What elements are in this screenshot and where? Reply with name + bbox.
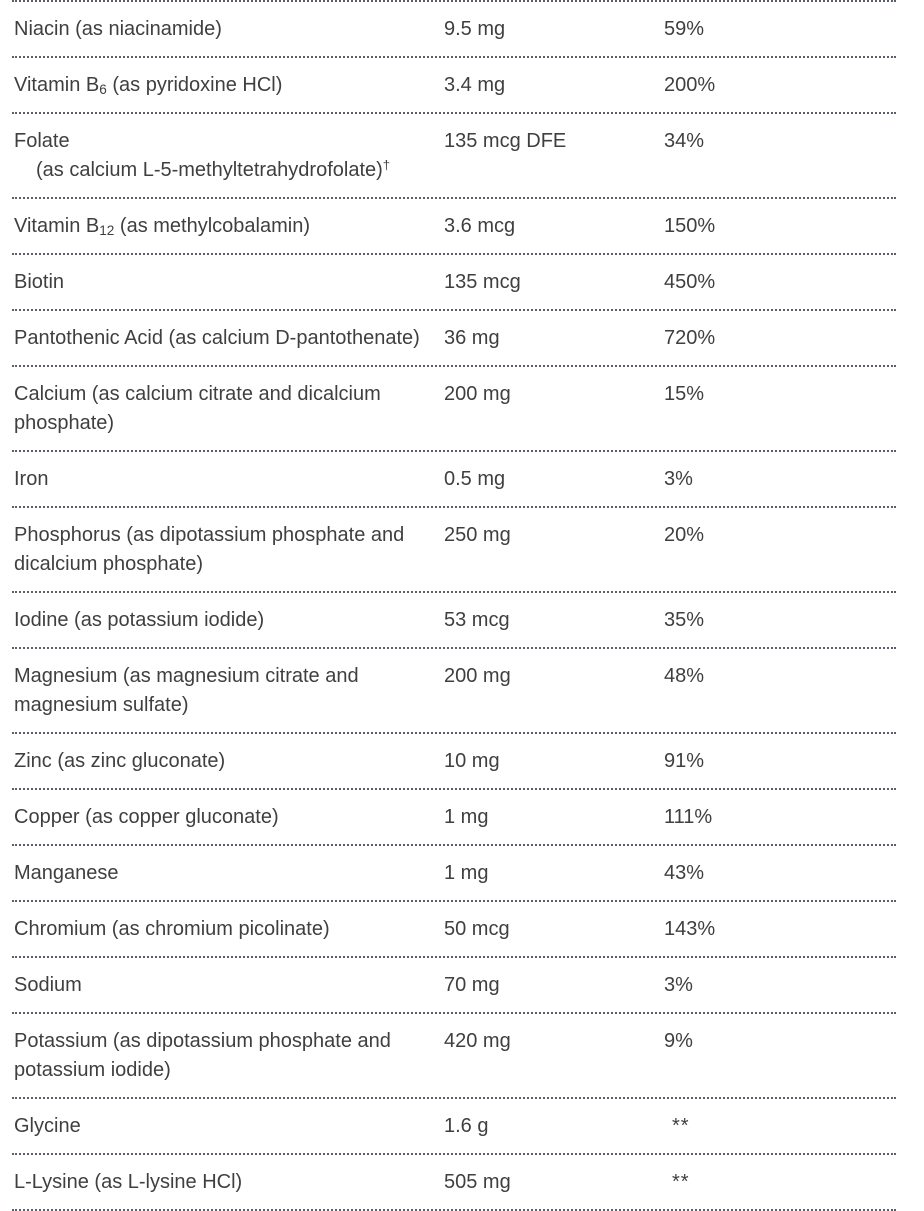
nutrient-name: Vitamin B6 (as pyridoxine HCl) bbox=[14, 74, 283, 97]
row-divider bbox=[12, 956, 896, 958]
nutrient-row: Magnesium (as magnesium citrate and magn… bbox=[0, 649, 924, 732]
nutrient-amount: 3.4 mg bbox=[444, 74, 506, 96]
row-divider bbox=[12, 56, 896, 58]
nutrient-row: Biotin 135 mcg 450% bbox=[0, 255, 924, 309]
nutrient-daily-value: 720% bbox=[664, 327, 716, 349]
nutrient-amount: 135 mcg DFE bbox=[444, 130, 567, 152]
nutrient-amount: 36 mg bbox=[444, 327, 500, 349]
row-divider bbox=[12, 1012, 896, 1014]
nutrient-row: Phosphorus (as dipotassium phosphate and… bbox=[0, 508, 924, 591]
nutrient-row: Calcium (as calcium citrate and dicalciu… bbox=[0, 367, 924, 450]
nutrient-name: Biotin bbox=[14, 271, 65, 293]
row-divider bbox=[12, 788, 896, 790]
nutrient-daily-value: 150% bbox=[664, 215, 716, 237]
nutrient-amount: 1.6 g bbox=[444, 1115, 489, 1137]
row-divider bbox=[12, 844, 896, 846]
nutrient-amount: 1 mg bbox=[444, 862, 489, 884]
row-divider bbox=[12, 309, 896, 311]
nutrient-name: Sodium bbox=[14, 974, 82, 996]
nutrient-name: Iron bbox=[14, 468, 49, 490]
nutrient-daily-value: 35% bbox=[664, 609, 705, 631]
nutrient-row: Niacin (as niacinamide) 9.5 mg 59% bbox=[0, 2, 924, 56]
nutrient-row: Manganese 1 mg 43% bbox=[0, 846, 924, 900]
nutrient-amount: 420 mg bbox=[444, 1030, 511, 1052]
nutrient-daily-value: 59% bbox=[664, 18, 705, 40]
nutrient-amount: 200 mg bbox=[444, 665, 511, 687]
nutrient-daily-value: 34% bbox=[664, 130, 705, 152]
nutrient-name: Potassium (as dipotassium phosphate and … bbox=[14, 1030, 391, 1081]
nutrient-daily-value: 43% bbox=[664, 862, 705, 884]
nutrient-amount: 250 mg bbox=[444, 524, 511, 546]
nutrient-name: Phosphorus (as dipotassium phosphate and… bbox=[14, 524, 405, 575]
nutrient-amount: 9.5 mg bbox=[444, 18, 506, 40]
nutrient-row: Potassium (as dipotassium phosphate and … bbox=[0, 1014, 924, 1097]
nutrient-dv-symbol: ** bbox=[672, 1115, 690, 1137]
nutrient-amount: 200 mg bbox=[444, 383, 511, 405]
nutrient-row: Chromium (as chromium picolinate) 50 mcg 1… bbox=[0, 902, 924, 956]
nutrient-daily-value: 111% bbox=[664, 806, 713, 828]
nutrient-name: Calcium (as calcium citrate and dicalciu… bbox=[14, 383, 381, 434]
nutrient-daily-value: 450% bbox=[664, 271, 716, 293]
nutrient-row: Sodium 70 mg 3% bbox=[0, 958, 924, 1012]
nutrient-daily-value: 3% bbox=[664, 974, 693, 996]
nutrient-row: Iodine (as potassium iodide) 53 mcg 35% bbox=[0, 593, 924, 647]
nutrient-row: L-Lysine (as L-lysine HCl) 505 mg ** bbox=[0, 1155, 924, 1209]
nutrient-daily-value: 3% bbox=[664, 468, 693, 490]
nutrient-amount: 70 mg bbox=[444, 974, 500, 996]
nutrient-daily-value: 200% bbox=[664, 74, 716, 96]
nutrient-amount: 10 mg bbox=[444, 750, 500, 772]
nutrient-row: Zinc (as zinc gluconate) 10 mg 91% bbox=[0, 734, 924, 788]
nutrient-daily-value: 91% bbox=[664, 750, 705, 772]
nutrient-name: L-Lysine (as L-lysine HCl) bbox=[14, 1171, 243, 1193]
row-divider bbox=[12, 197, 896, 199]
nutrient-amount: 135 mcg bbox=[444, 271, 521, 293]
row-divider bbox=[12, 591, 896, 593]
row-divider bbox=[12, 365, 896, 367]
nutrient-row: Vitamin B12 (as methylcobalamin) 3.6 mcg 1… bbox=[0, 199, 924, 253]
nutrient-row: Folate (as calcium L-5-methyltetrahydrofo… bbox=[0, 114, 924, 197]
supplement-facts-table: g Niacin (as niacinamide)9.5 mg59%Vitami… bbox=[12, 0, 896, 1211]
nutrient-row: Vitamin B6 (as pyridoxine HCl) 3.4 mg 200% bbox=[0, 58, 924, 112]
nutrient-daily-value: 143% bbox=[664, 918, 716, 940]
row-divider bbox=[12, 647, 896, 649]
row-divider bbox=[12, 112, 896, 114]
nutrient-amount: 1 mg bbox=[444, 806, 489, 828]
row-divider bbox=[12, 900, 896, 902]
nutrient-amount: 50 mcg bbox=[444, 918, 510, 940]
row-divider bbox=[12, 253, 896, 255]
nutrient-daily-value: 9% bbox=[664, 1030, 693, 1052]
nutrient-daily-value: 48% bbox=[664, 665, 705, 687]
row-divider bbox=[12, 732, 896, 734]
nutrient-daily-value: 15% bbox=[664, 383, 705, 405]
nutrient-name: Iodine (as potassium iodide) bbox=[14, 609, 265, 631]
nutrient-name: Manganese bbox=[14, 862, 119, 884]
nutrient-amount: 53 mcg bbox=[444, 609, 510, 631]
nutrient-amount: 0.5 mg bbox=[444, 468, 506, 490]
row-divider bbox=[12, 0, 896, 2]
nutrient-row: Glycine 1.6 g ** bbox=[0, 1099, 924, 1153]
nutrient-name: Magnesium (as magnesium citrate and magn… bbox=[14, 665, 359, 716]
nutrient-row: Iron 0.5 mg 3% bbox=[0, 452, 924, 506]
nutrient-row: Pantothenic Acid (as calcium D-pantothen… bbox=[0, 311, 924, 365]
nutrient-name: Copper (as copper gluconate) bbox=[14, 806, 279, 828]
nutrient-amount: 505 mg bbox=[444, 1171, 511, 1193]
nutrient-name: Vitamin B12 (as methylcobalamin) bbox=[14, 215, 310, 238]
row-divider bbox=[12, 1097, 896, 1099]
nutrient-name: Pantothenic Acid (as calcium D-pantothen… bbox=[14, 327, 420, 349]
nutrient-daily-value: 20% bbox=[664, 524, 705, 546]
nutrient-row: Copper (as copper gluconate) 1 mg 111% bbox=[0, 790, 924, 844]
nutrient-name: Chromium (as chromium picolinate) bbox=[14, 918, 330, 940]
nutrient-amount: 3.6 mcg bbox=[444, 215, 516, 237]
row-divider bbox=[12, 450, 896, 452]
nutrient-name: Zinc (as zinc gluconate) bbox=[14, 750, 226, 772]
nutrient-name: Niacin (as niacinamide) bbox=[14, 18, 222, 40]
row-divider bbox=[12, 506, 896, 508]
nutrient-name: Glycine bbox=[14, 1115, 81, 1137]
nutrient-dv-symbol: ** bbox=[672, 1171, 690, 1193]
nutrient-name: Folate (as calcium L-5-methyltetrahydrofo… bbox=[14, 130, 391, 181]
